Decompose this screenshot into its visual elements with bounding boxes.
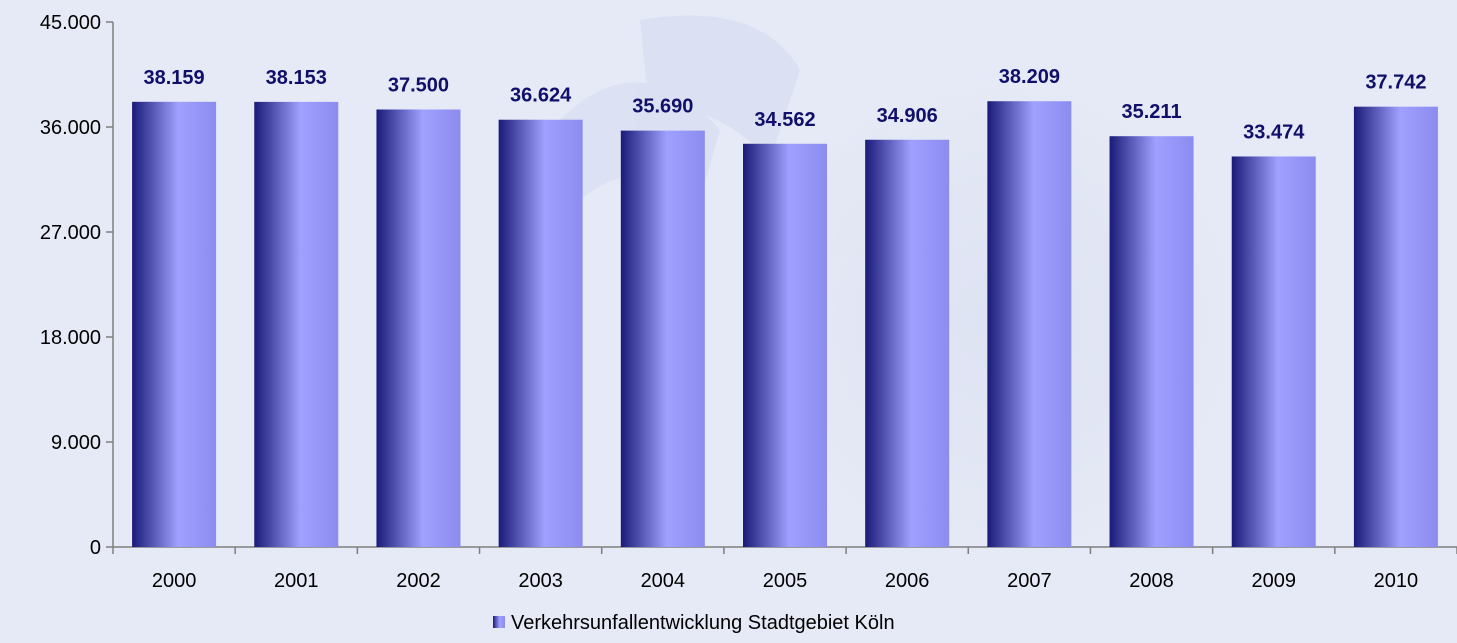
bar-2006 xyxy=(865,139,950,547)
data-label-2003: 36.624 xyxy=(510,85,572,107)
x-tick-label: 2009 xyxy=(1251,570,1296,592)
data-label-2001: 38.153 xyxy=(266,67,327,89)
y-tick-label: 45.000 xyxy=(40,12,101,34)
bar-2008 xyxy=(1109,136,1194,547)
data-label-2009: 33.474 xyxy=(1243,121,1305,143)
x-tick-label: 2004 xyxy=(641,570,686,592)
x-tick-label: 2008 xyxy=(1129,570,1174,592)
x-tick-label: 2003 xyxy=(518,570,563,592)
x-tick-label: 2010 xyxy=(1374,570,1419,592)
data-label-2002: 37.500 xyxy=(388,75,449,97)
data-label-2004: 35.690 xyxy=(632,96,693,118)
bar-2004 xyxy=(620,130,705,547)
data-label-2010: 37.742 xyxy=(1365,72,1426,94)
bar-2000 xyxy=(132,101,217,547)
bar-2003 xyxy=(498,119,583,547)
x-tick-label: 2007 xyxy=(1007,570,1052,592)
y-tick-label: 0 xyxy=(90,537,101,559)
x-tick-label: 2006 xyxy=(885,570,930,592)
legend-swatch xyxy=(493,616,505,628)
x-tick-label: 2002 xyxy=(396,570,441,592)
bar-2001 xyxy=(254,101,339,548)
y-tick-label: 18.000 xyxy=(40,327,101,349)
data-label-2000: 38.159 xyxy=(144,67,205,89)
data-label-2005: 34.562 xyxy=(754,109,815,131)
data-label-2006: 34.906 xyxy=(877,105,938,127)
legend-label: Verkehrsunfallentwicklung Stadtgebiet Kö… xyxy=(511,612,895,634)
y-tick-label: 36.000 xyxy=(40,117,101,139)
x-tick-label: 2000 xyxy=(152,570,197,592)
x-tick-label: 2001 xyxy=(274,570,319,592)
y-tick-label: 9.000 xyxy=(51,432,101,454)
bar-2005 xyxy=(743,143,827,547)
y-tick-label: 27.000 xyxy=(40,222,101,244)
bar-2010 xyxy=(1353,106,1438,547)
data-label-2007: 38.209 xyxy=(999,66,1060,88)
bar-2002 xyxy=(376,109,461,547)
bar-2007 xyxy=(987,101,1072,547)
x-tick-label: 2005 xyxy=(763,570,808,592)
data-label-2008: 35.211 xyxy=(1122,101,1182,123)
bar-2009 xyxy=(1231,156,1316,547)
